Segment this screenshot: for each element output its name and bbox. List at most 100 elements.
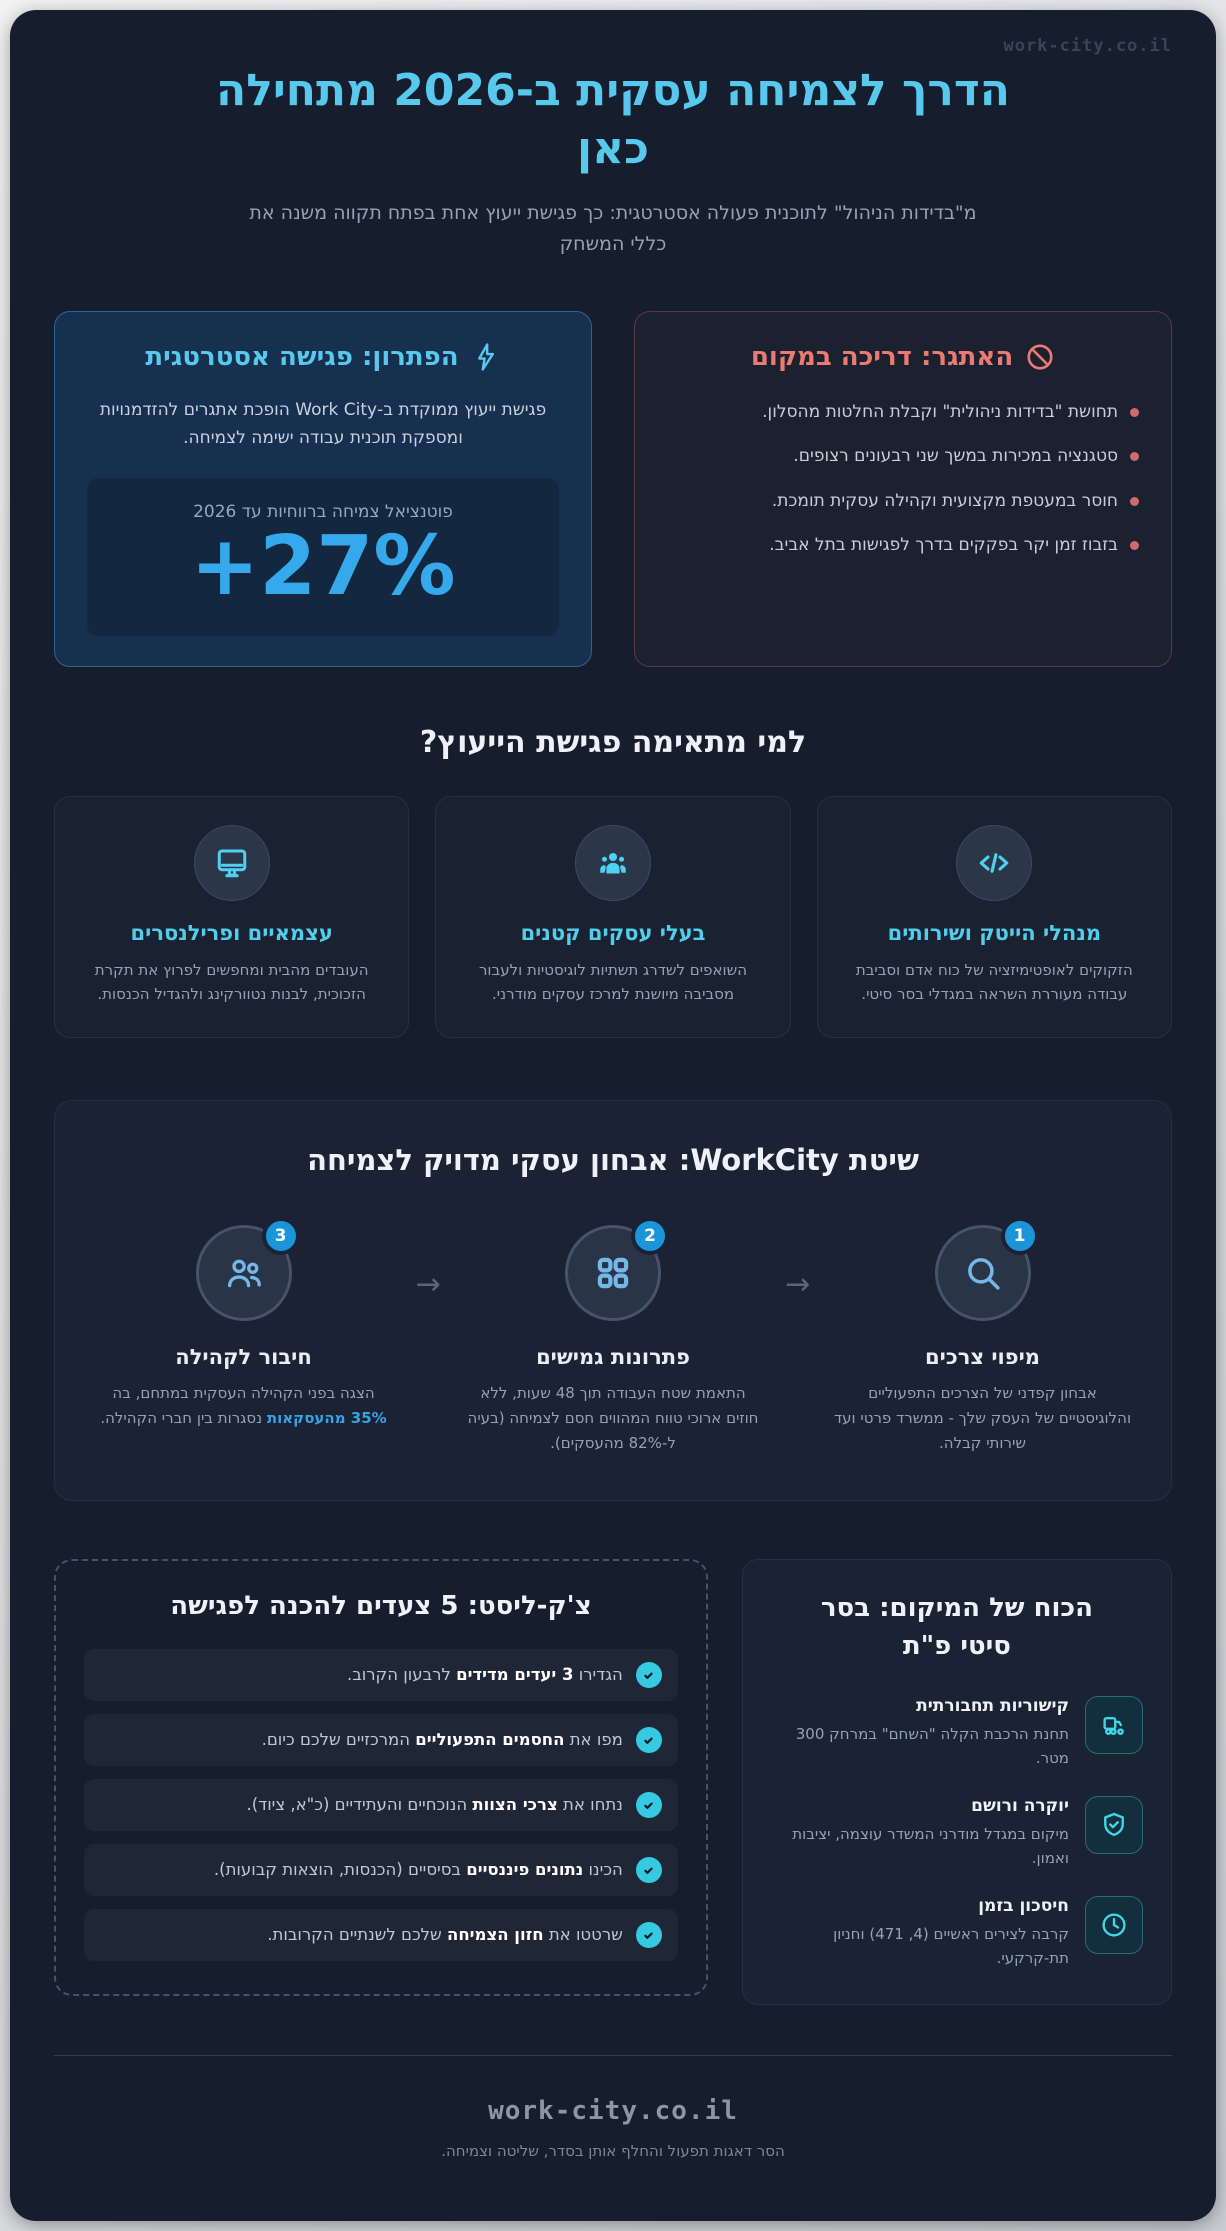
check-text: שלכם לשנתיים הקרובות. [267,1924,447,1944]
step-body: הצגה בפני הקהילה העסקית במתחם, בה 35% מה… [94,1381,394,1431]
method-step-2: 2 פתרונות גמישים התאמת שטח העבודה תוך 48… [461,1216,766,1457]
shield-check-icon [1085,1795,1143,1854]
clock-icon [1085,1895,1143,1954]
check-circle-icon [635,1857,662,1884]
check-bold: 3 יעדים מדידים [456,1664,574,1684]
check-text: שרטטו את [543,1924,623,1944]
audience-card-body: הזקוקים לאופטימיזציה של כוח אדם וסביבת ע… [855,961,1133,1004]
step-body: התאמת שטח העבודה תוך 48 שעות, ללא חוזים … [463,1381,763,1457]
method-step-3: 3 חיבור לקהילה הצגה בפני הקהילה העסקית ב… [91,1216,396,1431]
check-text: המרכזיים שלכם כיום. [261,1729,416,1749]
challenge-bullet: בזבוז זמן יקר בפקקים בדרך לפגישות בתל אב… [667,533,1139,559]
checklist-item: הכינו נתונים פיננסיים בסיסיים (הכנסות, ה… [84,1844,678,1897]
bullet-dot-icon [1130,407,1139,417]
checklist-item-text: נתחו את צרכי הצוות הנוכחיים והעתידיים (כ… [247,1793,623,1818]
location-item-title: קישוריות תחבורתית [916,1695,1069,1716]
location-card: הכוח של המיקום: בסר סיטי פ"ת קישוריות תח… [741,1559,1172,2005]
check-circle-icon [635,1792,662,1819]
lightning-icon [477,343,494,371]
method-step-1: 1 מיפוי צרכים אבחון קפדני של הצרכים התפע… [830,1216,1135,1457]
audience-section-title: למי מתאימה פגישת הייעוץ? [419,725,807,761]
step-circle-wrap: 1 [934,1216,1039,1321]
checklist-item: שרטטו את חזון הצמיחה שלכם לשנתיים הקרובו… [84,1909,678,1962]
step-number-badge: 3 [261,1216,300,1255]
challenge-bullet: חוסר במעטפת מקצועית וקהילה עסקית תומכת. [667,489,1139,515]
challenge-bullet-text: חוסר במעטפת מקצועית וקהילה עסקית תומכת. [771,490,1118,511]
step-text: התאמת שטח העבודה תוך 48 שעות, ללא חוזים … [467,1383,759,1453]
bullet-dot-icon [1130,496,1139,506]
check-circle-icon [635,1727,662,1754]
audience-card-body: העובדים מהבית ומחפשים לפרוץ את תקרת הזכו… [94,961,369,1004]
page-title: הדרך לצמיחה עסקית ב-2026 מתחילה כאן [216,65,1010,175]
check-circle-icon [635,1662,662,1689]
location-item-text: יוקרה ורושם מיקום במגדל מודרני המשדר עוצ… [771,1796,1069,1870]
location-item-body: קרבה לצירים ראשיים (4, 471) וחניון תת-קר… [833,1924,1069,1967]
checklist-item: נתחו את צרכי הצוות הנוכחיים והעתידיים (כ… [84,1779,678,1832]
check-text: לרבעון הקרוב. [346,1664,457,1684]
checklist-item-text: הכינו נתונים פיננסיים בסיסיים (הכנסות, ה… [214,1858,623,1883]
footer-brand: work-city.co.il [488,2095,738,2126]
checklist-item: מפו את החסמים התפעוליים המרכזיים שלכם כי… [84,1714,678,1767]
tram-icon [1085,1695,1143,1754]
audience-card-hitech: מנהלי הייטק ושירותים הזקוקים לאופטימיזצי… [816,796,1172,1038]
step-circle-wrap: 2 [565,1216,670,1321]
ban-icon [1027,344,1053,370]
step-number-badge: 2 [631,1216,670,1255]
solution-title: הפתרון: פגישה אסטרטגית [145,341,459,372]
step-text: הצגה בפני הקהילה העסקית במתחם, בה [112,1383,375,1402]
checklist-item: הגדירו 3 יעדים מדידים לרבעון הקרוב. [84,1649,678,1702]
method-section-card: שיטת WorkCity: אבחון עסקי מדויק לצמיחה 1… [54,1099,1172,1502]
infographic-poster: work-city.co.il הדרך לצמיחה עסקית ב-2026… [10,10,1216,2221]
location-item-text: חיסכון בזמן קרבה לצירים ראשיים (4, 471) … [771,1896,1069,1970]
check-text: מפו את [564,1729,623,1749]
checklist-item-text: שרטטו את חזון הצמיחה שלכם לשנתיים הקרובו… [267,1923,623,1948]
location-item-body: תחנת הרכבת הקלה "השחם" במרחק 300 מטר. [795,1724,1069,1767]
method-steps-row: 1 מיפוי צרכים אבחון קפדני של הצרכים התפע… [91,1216,1135,1457]
step-title: חיבור לקהילה [175,1344,312,1369]
solution-body: פגישת ייעוץ ממוקדת ב-Work City הופכת אתג… [99,399,547,448]
stat-value: +27% [190,519,456,615]
footer-tagline: הסר דאגות תפעול והחלף אותן בסדר, שליטה ו… [441,2141,785,2160]
bullet-dot-icon [1130,541,1139,551]
solution-title-row: הפתרון: פגישה אסטרטגית [87,342,559,372]
location-title: הכוח של המיקום: בסר סיטי פ"ת [820,1593,1093,1661]
location-item-text: קישוריות תחבורתית תחנת הרכבת הקלה "השחם"… [771,1696,1069,1770]
footer: work-city.co.il הסר דאגות תפעול והחלף או… [54,2054,1172,2160]
audience-card-title: בעלי עסקים קטנים [520,921,706,946]
checklist-title: צ'ק-ליסט: 5 צעדים להכנה לפגישה [170,1591,592,1622]
audience-card-small-business: בעלי עסקים קטנים השואפים לשדרג תשתיות לו… [435,796,791,1038]
challenge-solution-row: האתגר: דריכה במקום תחושת "בדידות ניהולית… [54,310,1172,668]
step-circle-wrap: 3 [195,1216,300,1321]
users-icon [575,825,652,902]
step-highlight: 35% מהעסקאות [266,1408,387,1427]
check-text: הנוכחיים והעתידיים (כ"א, ציוד). [246,1794,473,1814]
location-item-title: יוקרה ורושם [971,1795,1069,1816]
challenge-card: האתגר: דריכה במקום תחושת "בדידות ניהולית… [634,310,1172,668]
page-subtitle: מ"בדידות הניהול" לתוכנית פעולה אסטרטגית:… [249,202,977,255]
bullet-dot-icon [1130,452,1139,462]
check-text: בסיסיים (הכנסות, הוצאות קבועות). [213,1859,467,1879]
audience-card-title: מנהלי הייטק ושירותים [887,921,1102,946]
check-bold: החסמים התפעוליים [415,1729,565,1749]
audience-card-body: השואפים לשדרג תשתיות לוגיסטיות ולעבור מס… [478,961,748,1004]
checklist-card: צ'ק-ליסט: 5 צעדים להכנה לפגישה הגדירו 3 … [54,1559,708,1997]
check-text: הכינו [583,1859,623,1879]
challenge-bullet-text: תחושת "בדידות ניהולית" וקבלת החלטות מהסל… [762,401,1118,422]
check-circle-icon [635,1922,662,1949]
check-text: הגדירו [573,1664,623,1684]
challenge-bullet-text: סטגנציה במכירות במשך שני רבעונים רצופים. [793,446,1118,467]
challenge-bullet: סטגנציה במכירות במשך שני רבעונים רצופים. [667,444,1139,470]
check-bold: נתונים פיננסיים [466,1859,584,1879]
solution-card: הפתרון: פגישה אסטרטגית פגישת ייעוץ ממוקד… [54,310,592,668]
watermark-brand: work-city.co.il [1003,36,1172,56]
location-item-title: חיסכון בזמן [978,1895,1069,1916]
step-number-badge: 1 [1000,1216,1039,1255]
audience-cards-row: מנהלי הייטק ושירותים הזקוקים לאופטימיזצי… [54,796,1172,1038]
checklist-item-text: מפו את החסמים התפעוליים המרכזיים שלכם כי… [262,1728,623,1753]
step-body: אבחון קפדני של הצרכים התפעוליים והלוגיסט… [833,1381,1133,1457]
step-text: אבחון קפדני של הצרכים התפעוליים והלוגיסט… [833,1383,1132,1453]
checklist-item-text: הגדירו 3 יעדים מדידים לרבעון הקרוב. [347,1663,623,1688]
challenge-title-row: האתגר: דריכה במקום [667,342,1139,372]
check-text: נתחו את [557,1794,623,1814]
monitor-icon [193,825,270,902]
